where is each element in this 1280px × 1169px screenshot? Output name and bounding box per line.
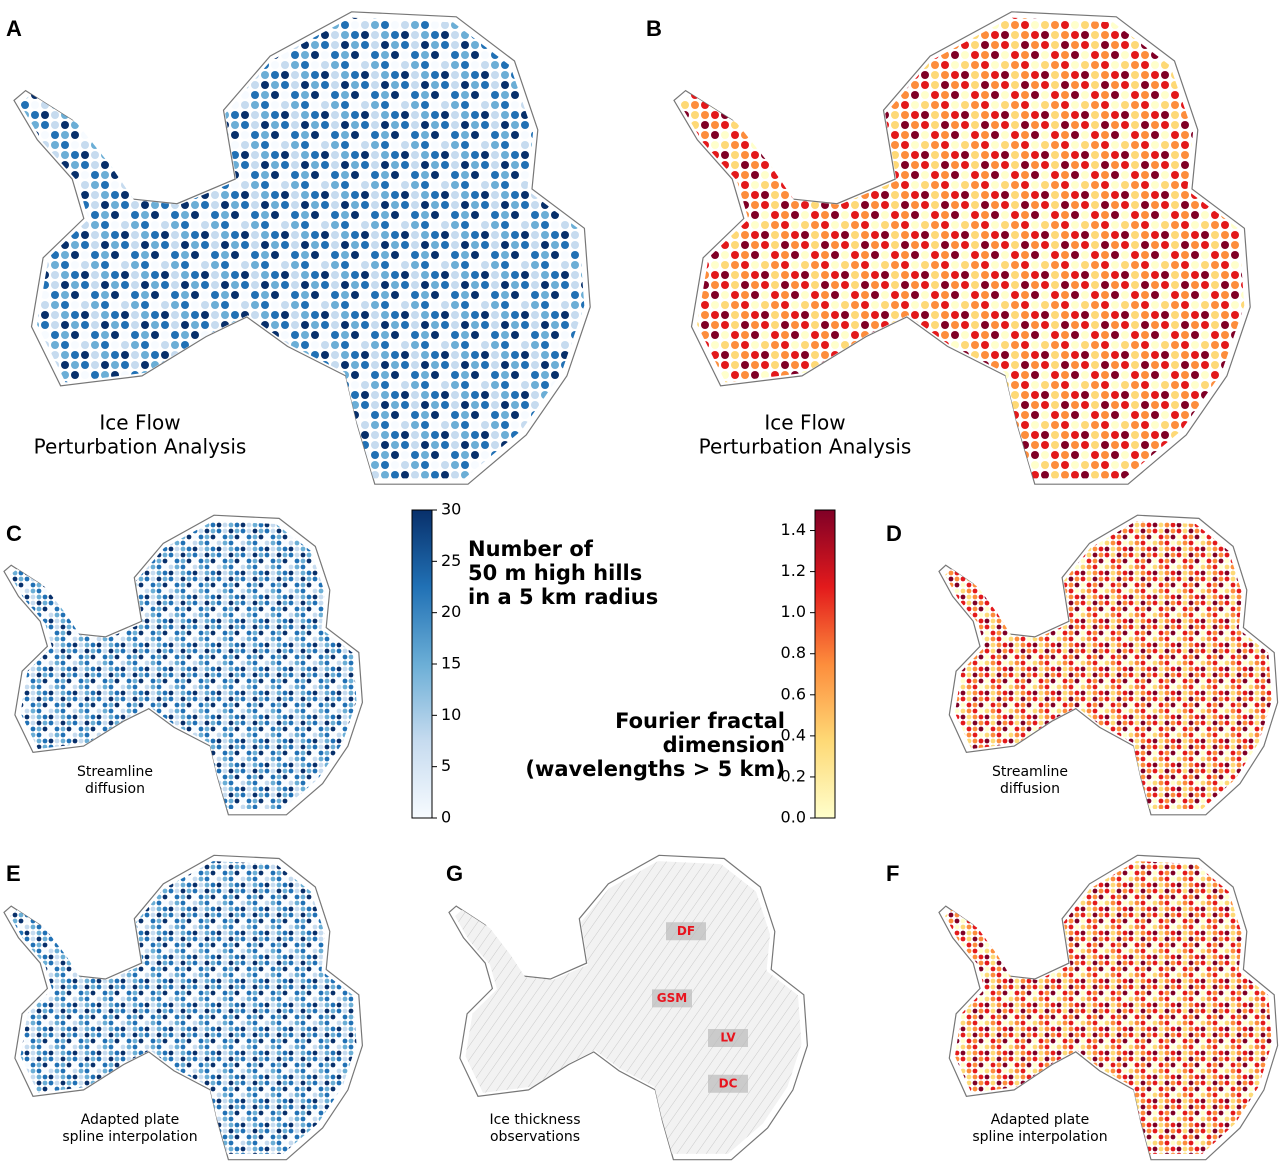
map-caption: Adapted plate xyxy=(991,1112,1090,1128)
colorbar-tick-label: 5 xyxy=(441,756,451,775)
site-box xyxy=(708,1074,748,1093)
map-caption: observations xyxy=(490,1129,580,1145)
map-caption: Streamline xyxy=(77,764,153,780)
colorbar-title: 50 m high hills xyxy=(468,561,642,585)
continent-map xyxy=(680,17,1245,479)
ice-shelf-outline xyxy=(448,854,809,1161)
panel-letter: F xyxy=(886,861,899,886)
colorbar-tick-label: 0.4 xyxy=(781,725,806,744)
map-caption: Ice thickness xyxy=(489,1112,580,1128)
site-label: DC xyxy=(719,1076,738,1090)
colorbar-tick-label: 0.6 xyxy=(781,684,806,703)
map-caption: spline interpolation xyxy=(62,1129,197,1145)
map-caption: Perturbation Analysis xyxy=(699,435,912,459)
colorbar-tick-label: 0.8 xyxy=(781,643,806,662)
map-caption: Streamline xyxy=(992,764,1068,780)
colorbar-tick-label: 30 xyxy=(441,500,461,519)
colorbar-title: (wavelengths > 5 km) xyxy=(525,757,785,781)
site-label: LV xyxy=(720,1031,736,1045)
ice-shelf-outline xyxy=(938,854,1279,1161)
colorbar-ramp xyxy=(411,509,433,819)
panel-letter: D xyxy=(886,521,902,546)
ice-shelf-outline xyxy=(3,514,364,816)
site-box xyxy=(666,922,706,941)
map-caption: Ice Flow xyxy=(764,411,845,435)
colorbar-tick-label: 0.2 xyxy=(781,766,806,785)
map-caption: spline interpolation xyxy=(972,1129,1107,1145)
colorbar-tick-label: 25 xyxy=(441,551,461,570)
ice-shelf-outline xyxy=(938,514,1279,816)
colorbar-title: in a 5 km radius xyxy=(468,585,658,609)
colorbar-tick-label: 1.4 xyxy=(781,520,806,539)
ice-shelf-outline xyxy=(673,11,1251,485)
colorbar-tick-label: 10 xyxy=(441,705,461,724)
continent-map xyxy=(20,17,585,479)
colorbar: 0.0 0.2 0.4 0.6 0.8 1.0 1.2 1.4 Fourier fractald… xyxy=(525,509,836,827)
colorbar-title: Fourier fractal xyxy=(615,709,785,733)
panel-letter: C xyxy=(6,521,22,546)
continent-map xyxy=(945,521,1272,809)
map-caption: Perturbation Analysis xyxy=(34,435,247,459)
colorbar-tick-label: 1.0 xyxy=(781,602,806,621)
colorbar-tick-label: 15 xyxy=(441,654,461,673)
map-caption: Ice Flow xyxy=(99,411,180,435)
ice-shelf-outline xyxy=(3,854,364,1161)
continent-map xyxy=(945,861,1272,1154)
colorbar-tick-label: 0.0 xyxy=(781,808,806,827)
map-caption: diffusion xyxy=(85,781,145,797)
site-box xyxy=(652,989,692,1008)
colorbar-tick-label: 20 xyxy=(441,602,461,621)
colorbar-tick-label: 0 xyxy=(441,808,451,827)
panel-letter: B xyxy=(646,16,662,41)
colorbar-title: Number of xyxy=(468,537,594,561)
continent-map xyxy=(10,861,357,1154)
colorbar-ramp xyxy=(814,509,836,819)
continent-map xyxy=(455,861,802,1154)
map-caption: Adapted plate xyxy=(81,1112,180,1128)
colorbar-tick-label: 1.2 xyxy=(781,561,806,580)
panel-letter: E xyxy=(6,861,21,886)
site-label: DF xyxy=(677,924,695,938)
ice-shelf-outline xyxy=(13,11,591,485)
colorbar-title: dimension xyxy=(663,733,785,757)
site-box xyxy=(708,1029,748,1047)
continent-map xyxy=(10,521,357,809)
panel-letter: G xyxy=(446,861,463,886)
panel-letter: A xyxy=(6,16,22,41)
site-label: GSM xyxy=(657,991,687,1005)
map-caption: diffusion xyxy=(1000,781,1060,797)
